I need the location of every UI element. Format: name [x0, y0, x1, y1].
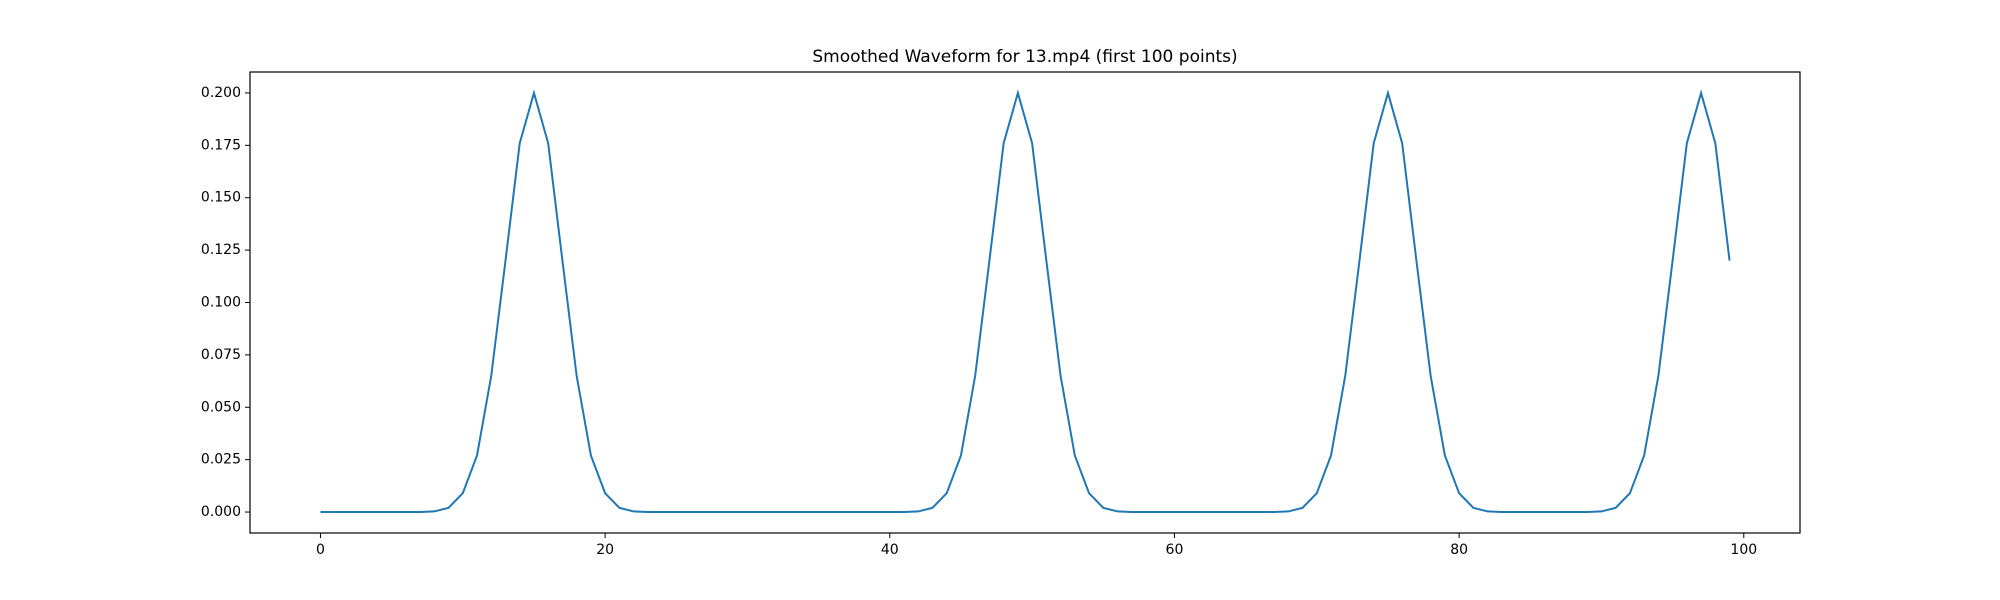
y-tick-label: 0.200	[201, 85, 241, 101]
plot-frame	[249, 71, 1801, 534]
x-tick-label: 80	[1450, 542, 1468, 558]
x-tick-label: 20	[596, 542, 614, 558]
chart-title: Smoothed Waveform for 13.mp4 (first 100 …	[812, 47, 1237, 67]
y-tick-label: 0.100	[201, 295, 241, 311]
x-tick-label: 60	[1166, 542, 1184, 558]
line	[320, 89, 1731, 514]
y-tick-label: 0.150	[201, 190, 241, 206]
y-tick-label: 0.075	[201, 347, 241, 363]
y-tick-label: 0.050	[201, 399, 241, 415]
y-tick-label: 0.000	[201, 504, 241, 520]
x-tick-label: 100	[1730, 542, 1757, 558]
y-tick-label: 0.025	[201, 452, 241, 468]
x-tick-label: 40	[881, 542, 899, 558]
y-tick-label: 0.175	[201, 137, 241, 153]
x-tick-label: 0	[316, 542, 325, 558]
y-tick-label: 0.125	[201, 242, 241, 258]
